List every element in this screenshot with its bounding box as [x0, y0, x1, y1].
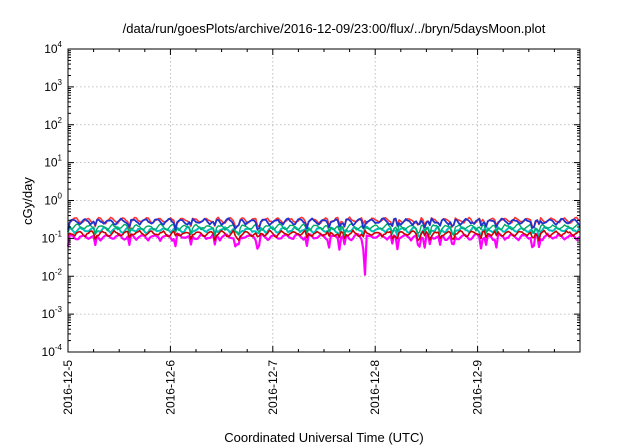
x-tick-labels: 2016-12-5 2016-12-6 2016-12-7 2016-12-8 2016…: [61, 360, 485, 415]
series-line-4: [67, 223, 581, 237]
y-tick-label: 10-1: [42, 229, 63, 245]
y-tick-label: 101: [44, 154, 62, 170]
y-tick-labels: 10-4 10-3 10-2 10-1 100 101 102 103 104: [42, 40, 63, 359]
y-tick-label: 10-2: [42, 267, 63, 283]
y-tick-label: 10-3: [42, 305, 63, 321]
x-axis-label: Coordinated Universal Time (UTC): [224, 430, 423, 445]
series-line-3: [67, 229, 581, 242]
x-tick-label: 2016-12-9: [471, 360, 485, 415]
y-tick-label: 104: [44, 40, 62, 56]
series-lines: [66, 216, 581, 276]
x-tick-label: 2016-12-8: [368, 360, 382, 415]
x-tick-label: 2016-12-5: [61, 360, 75, 415]
y-tick-label: 10-4: [42, 343, 63, 359]
y-axis-label: cGy/day: [20, 177, 35, 225]
x-tick-label: 2016-12-7: [266, 360, 280, 415]
y-tick-label: 100: [44, 192, 62, 208]
series-line-1: [66, 232, 581, 276]
axis-ticks: [67, 48, 580, 353]
y-tick-label: 102: [44, 116, 62, 132]
series-line-6: [67, 217, 581, 231]
grid: [68, 49, 580, 352]
x-tick-label: 2016-12-6: [163, 360, 177, 415]
y-tick-label: 103: [44, 78, 62, 94]
chart-title: /data/run/goesPlots/archive/2016-12-09/2…: [123, 21, 546, 36]
